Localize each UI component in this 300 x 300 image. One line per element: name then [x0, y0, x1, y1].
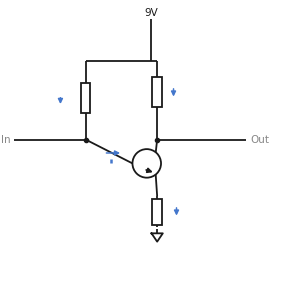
Text: 9V: 9V — [144, 8, 158, 18]
Bar — [152, 77, 162, 107]
Text: In: In — [1, 135, 11, 145]
Text: Out: Out — [250, 135, 269, 145]
Circle shape — [133, 149, 161, 178]
Bar — [81, 83, 91, 113]
Bar — [152, 199, 162, 225]
